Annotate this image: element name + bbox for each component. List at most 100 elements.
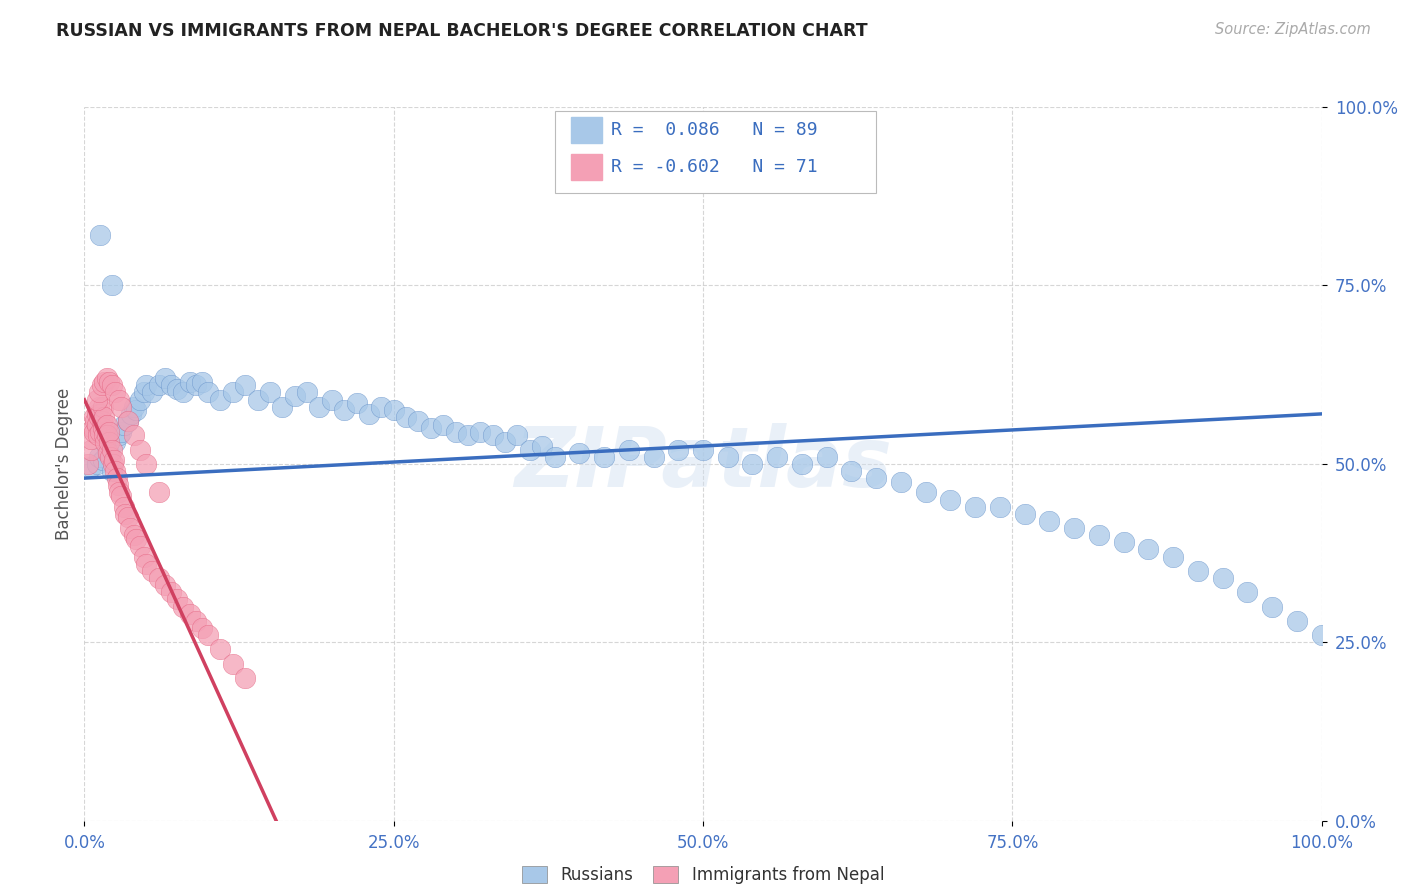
Point (1187, 564, 1209, 578)
Point (939, 492, 962, 507)
Point (790, 457, 813, 471)
Point (117, 510, 139, 524)
Point (108, 485, 131, 500)
Point (617, 442, 640, 457)
Point (120, 407, 142, 421)
Point (519, 442, 541, 457)
Point (166, 382, 188, 396)
Point (543, 450, 565, 464)
Point (122, 400, 145, 414)
Point (91, 421, 114, 435)
Point (89, 450, 111, 464)
Point (333, 403, 356, 417)
Point (643, 450, 665, 464)
Point (82, 421, 104, 435)
Point (470, 425, 492, 439)
Point (209, 392, 232, 407)
Point (87, 428, 110, 442)
Point (89, 425, 111, 439)
Point (112, 417, 135, 432)
Point (96, 428, 118, 442)
Point (83, 425, 105, 439)
Point (114, 507, 136, 521)
Point (1261, 599, 1284, 614)
Point (103, 453, 125, 467)
Point (91, 400, 114, 414)
Point (104, 464, 127, 478)
Point (222, 385, 245, 400)
Point (531, 439, 554, 453)
Point (148, 378, 170, 392)
Y-axis label: Bachelor's Degree: Bachelor's Degree (55, 388, 73, 540)
Point (79, 432, 101, 446)
Point (494, 435, 516, 450)
Point (89, 410, 111, 425)
Point (108, 428, 131, 442)
Point (197, 628, 219, 642)
Point (98, 425, 121, 439)
Point (357, 407, 380, 421)
Point (100, 464, 122, 478)
Point (988, 500, 1011, 514)
Point (233, 378, 256, 392)
Point (91, 453, 114, 467)
Point (122, 528, 145, 542)
Point (97, 446, 120, 460)
Point (148, 571, 170, 585)
Point (117, 414, 139, 428)
Point (321, 392, 343, 407)
Point (346, 396, 368, 410)
Text: R = -0.602   N = 71: R = -0.602 N = 71 (610, 158, 817, 176)
Point (419, 421, 441, 435)
Point (160, 378, 183, 392)
Point (135, 378, 157, 392)
Point (107, 478, 129, 492)
Point (179, 375, 201, 389)
Point (129, 442, 152, 457)
Point (259, 385, 281, 400)
Point (86, 457, 108, 471)
Point (129, 539, 152, 553)
Point (100, 442, 122, 457)
Point (692, 442, 714, 457)
Point (481, 428, 503, 442)
Point (96, 417, 118, 432)
Text: RUSSIAN VS IMMIGRANTS FROM NEPAL BACHELOR'S DEGREE CORRELATION CHART: RUSSIAN VS IMMIGRANTS FROM NEPAL BACHELO… (56, 22, 868, 40)
Point (104, 435, 127, 450)
Text: R =  0.086   N = 89: R = 0.086 N = 89 (610, 121, 817, 139)
Point (117, 414, 139, 428)
Point (284, 389, 307, 403)
Point (132, 549, 155, 564)
Point (132, 385, 155, 400)
Point (86, 417, 108, 432)
Point (98, 375, 121, 389)
Point (153, 578, 176, 592)
Point (717, 450, 740, 464)
Point (408, 414, 430, 428)
Point (93, 410, 115, 425)
Point (1212, 571, 1234, 585)
Point (172, 385, 194, 400)
Point (914, 485, 936, 500)
Point (766, 450, 789, 464)
Point (93, 428, 115, 442)
Point (295, 385, 318, 400)
Point (815, 450, 838, 464)
Point (100, 378, 122, 392)
Point (506, 428, 529, 442)
Point (89, 400, 111, 414)
Point (153, 371, 176, 385)
Point (86, 392, 108, 407)
Point (135, 457, 157, 471)
Point (382, 403, 405, 417)
Point (1161, 549, 1184, 564)
Point (444, 425, 467, 439)
Point (865, 471, 887, 485)
Point (666, 442, 689, 457)
Point (89, 407, 111, 421)
Point (1285, 614, 1308, 628)
Point (1236, 585, 1258, 599)
Point (110, 400, 132, 414)
Point (271, 400, 294, 414)
Point (93, 375, 115, 389)
